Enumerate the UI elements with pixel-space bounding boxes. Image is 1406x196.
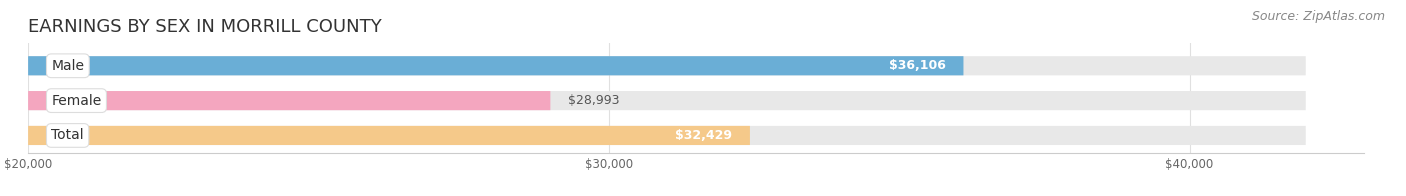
Text: $36,106: $36,106 [889,59,946,72]
FancyBboxPatch shape [28,91,550,110]
Text: $32,429: $32,429 [675,129,733,142]
Text: Male: Male [52,59,84,73]
FancyBboxPatch shape [28,56,1306,75]
FancyBboxPatch shape [28,91,1306,110]
Text: $28,993: $28,993 [568,94,619,107]
Text: Total: Total [52,128,84,142]
FancyBboxPatch shape [28,126,1306,145]
FancyBboxPatch shape [28,126,749,145]
FancyBboxPatch shape [28,56,963,75]
Text: Female: Female [52,94,101,108]
Text: EARNINGS BY SEX IN MORRILL COUNTY: EARNINGS BY SEX IN MORRILL COUNTY [28,18,382,36]
Text: Source: ZipAtlas.com: Source: ZipAtlas.com [1251,10,1385,23]
